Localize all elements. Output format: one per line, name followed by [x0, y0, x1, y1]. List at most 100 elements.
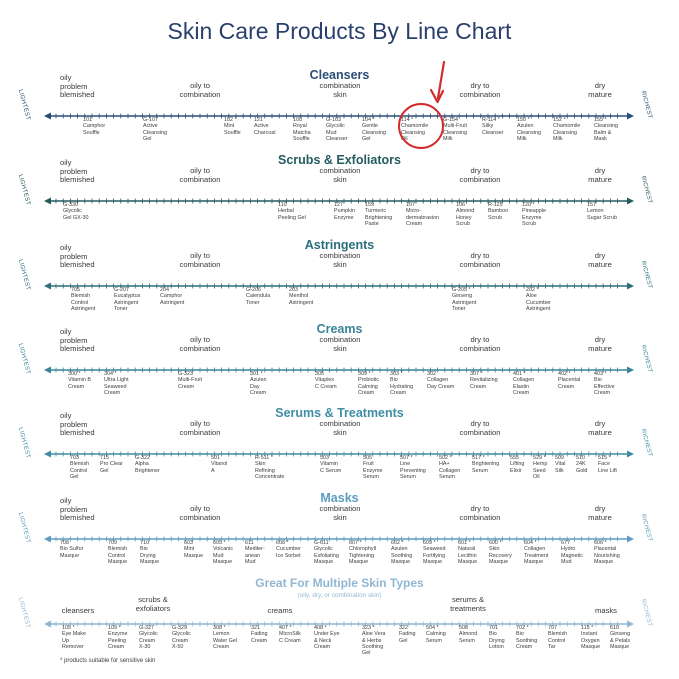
product-label: 155 * Cleansing Balm & Mask: [594, 117, 618, 142]
axis-line: [44, 535, 634, 543]
product-label: 121 Active Charcoal: [254, 117, 276, 136]
product-label: G-611 Glycolic Exfoliating Masque: [314, 540, 339, 565]
group-label: serums & treatments: [450, 595, 486, 613]
product-label: 507 * Line Preventing Serum: [400, 455, 426, 480]
product-label: 323 * Aloe Vera & Herbs Soothing Gel: [362, 625, 386, 657]
section-title: Great For Multiple Skin Types: [255, 576, 424, 590]
product-label: 107 Micro-dermabrasion Cream: [406, 202, 439, 227]
product-label: 610 Ginseng & Petals Masque: [610, 625, 631, 650]
product-label: G-107 Active Cleansing Gel: [143, 117, 167, 142]
skin-type-oily-combo: oily to combination: [179, 419, 221, 437]
skin-type-combination: combination skin: [319, 166, 361, 184]
axis-line: [44, 620, 634, 628]
skin-type-combination: combination skin: [319, 504, 361, 522]
product-label: R-114 * Silky Cleanser: [482, 117, 504, 136]
skin-type-dry-mature: dry mature: [588, 81, 612, 99]
product-label: G-154 Multi-Fruit Cleansing Milk: [443, 117, 467, 142]
skin-type-dry-combo: dry to combination: [459, 504, 501, 522]
product-label: 707 Blemish Control Tar: [548, 625, 568, 650]
product-label: 109 * Enzyme Peeling Cream: [108, 625, 128, 650]
skin-type-oily-problem: oily problem blemished: [60, 327, 95, 354]
product-label: 510 24K Gold: [576, 455, 588, 474]
product-label: 115 * Instant Oxygen Masque: [581, 625, 601, 650]
product-label: 303 * Bio Hydrating Cream: [390, 371, 414, 396]
highlight-arrow-icon: [429, 60, 446, 104]
product-label: 515 * Face Line Lift: [598, 455, 617, 474]
skin-type-oily-problem: oily problem blemished: [60, 496, 95, 523]
product-label: 503 Vitamin C Serum: [320, 455, 342, 474]
skin-type-dry-mature: dry mature: [588, 504, 612, 522]
product-label: G-205 * Ginseng Astringent Toner: [452, 287, 477, 312]
skin-type-oily-problem: oily problem blemished: [60, 73, 95, 100]
product-label: 715 Pro Clear Gel: [100, 455, 123, 474]
product-label: 408 * Under Eye & Neck Cream: [314, 625, 340, 650]
product-label: 322 Fading Gel: [399, 625, 416, 644]
product-label: 304 * Ultra Light Seaweed Cream: [104, 371, 129, 396]
product-label: 529 * Hemp Seed Oil: [533, 455, 548, 480]
highlight-circle: [398, 103, 444, 149]
skin-type-oily-problem: oily problem blemished: [60, 411, 95, 438]
product-label: 603 Mint Masque: [184, 540, 204, 559]
product-label: 159 Turmeric Brightening Paste: [365, 202, 393, 227]
product-label: 501 Vitanol A: [211, 455, 228, 474]
product-label: 202 * Aloe Cucumber Astringent: [526, 287, 551, 312]
product-label: 677 Hydro Magnetic Mud: [561, 540, 583, 565]
skin-type-combination: combination skin: [319, 81, 361, 99]
product-label: 608 * Cucumber Ice Sorbet: [276, 540, 301, 559]
product-label: 601 * Natural Lecithin Masque: [458, 540, 478, 565]
product-label: 701 Bio Drying Lotion: [489, 625, 505, 650]
product-label: 152 * Chamomile Cleansing Milk: [553, 117, 581, 142]
product-label: 407 * MicroSilk C Cream: [279, 625, 301, 644]
axis-line: [44, 450, 634, 458]
section-astringents: Astringents oily problem blemished oily to co…: [0, 238, 679, 324]
skin-type-oily-problem: oily problem blemished: [60, 243, 95, 270]
page-title: Skin Care Products By Line Chart: [167, 18, 512, 44]
product-label: 309 * Probiotic Calming Cream: [358, 371, 379, 396]
section-title: Scrubs & Exfoliators: [278, 153, 401, 167]
section-title: Cleansers: [309, 68, 370, 82]
product-label: 101 Camphor Souffle: [83, 117, 106, 136]
product-label: 609 * Seaweed Fortifying Masque: [423, 540, 446, 565]
product-label: 110 Herbal Peeling Gel: [278, 202, 306, 221]
section-masks: Masks oily problem blemished oily to combinat…: [0, 491, 679, 577]
section-cleansers: Cleansers oily problem blemished oily to comb…: [0, 68, 679, 154]
section-subtitle: (oily, dry, or combination skin): [297, 592, 382, 599]
product-label: 321 Fading Cream: [251, 625, 268, 644]
product-label: 150 * Azulen Cleansing Milk: [517, 117, 541, 142]
skin-type-oily-problem: oily problem blemished: [60, 158, 95, 185]
product-label: R-125 Bamboo Scrub: [488, 202, 509, 221]
axis-line: [44, 197, 634, 205]
product-label: G-206 Calendula Toner: [246, 287, 271, 306]
skin-type-dry-mature: dry mature: [588, 419, 612, 437]
section-creams: Creams oily problem blemished oily to combina…: [0, 322, 679, 408]
product-label: 204 Camphor Astringent: [160, 287, 185, 306]
product-label: 602 * Azulen Soothing Masque: [391, 540, 413, 565]
product-label: 709 Blemish Control Masque: [108, 540, 128, 565]
product-label: 120 * Pineapple Enzyme Scrub: [522, 202, 546, 227]
product-label: 708 Bio Sulfur Masque: [60, 540, 84, 559]
axis-line: [44, 282, 634, 290]
skin-type-dry-combo: dry to combination: [459, 251, 501, 269]
product-label: G-207 Eucalyptus Astringent Toner: [114, 287, 141, 312]
product-label: 710 Bio Drying Masque: [140, 540, 160, 565]
product-label: G-327 Glycolic Cream X-30: [139, 625, 158, 650]
footnote: * products suitable for sensitive skin: [60, 658, 156, 664]
section-title: Serums & Treatments: [275, 406, 404, 420]
product-label: 605 * Volcanic Mud Masque: [213, 540, 234, 565]
product-label: 705 Blemish Control Astringent: [71, 287, 96, 312]
product-label: 157 Lemon Sugar Scrub: [587, 202, 617, 221]
skin-type-dry-mature: dry mature: [588, 166, 612, 184]
product-label: G-103 Glycolic Mud Cleanser: [326, 117, 348, 142]
product-label: 606 * Placental Nourishing Masque: [594, 540, 620, 565]
section-title: Creams: [316, 322, 363, 336]
section-scrubs-exfoliators: Scrubs & Exfoliators oily problem blemished…: [0, 153, 679, 239]
product-label: 308 * Lemon Water Gel Cream: [213, 625, 238, 650]
product-label: 307 * Revitalizing Cream: [470, 371, 498, 390]
product-label: 105 * Eye Make Up Remover: [62, 625, 86, 650]
product-label: 611 Mediter-anean Mud: [245, 540, 265, 565]
product-label: 555 Lifting Elixir: [510, 455, 525, 474]
product-label: 305 Vitaplex C Cream: [315, 371, 337, 390]
section-title: Astringents: [304, 238, 375, 252]
product-label: 127 Pumpkin Enzyme: [334, 202, 355, 221]
skin-type-combination: combination skin: [319, 335, 361, 353]
